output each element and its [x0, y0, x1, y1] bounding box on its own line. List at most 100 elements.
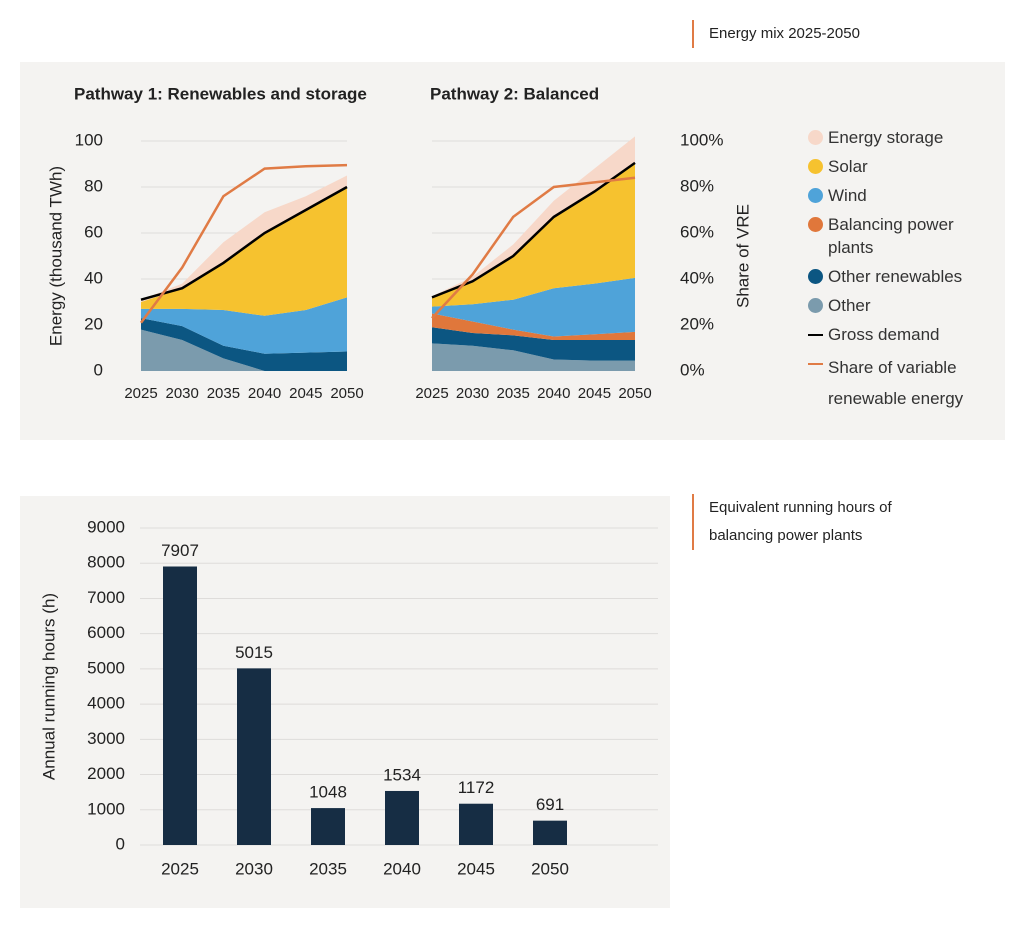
legend-item: Balancing power plants [802, 213, 993, 259]
x-tick-label: 2040 [248, 385, 281, 402]
y2-axis-label: Share of VRE [733, 204, 752, 308]
area [141, 187, 347, 316]
legend-marker [802, 352, 828, 375]
y-tick-label: 20 [84, 314, 103, 333]
x-tick-label: 2030 [456, 385, 489, 402]
legend-swatch [807, 298, 823, 313]
bar [311, 808, 345, 845]
legend-swatch [807, 130, 823, 145]
area [141, 318, 347, 371]
value-label: 1534 [383, 765, 421, 784]
value-label: 1172 [458, 778, 495, 797]
area [432, 327, 635, 361]
x-tick-label: 2035 [207, 385, 240, 402]
y-tick-label: 5000 [87, 658, 125, 677]
legend-marker [802, 294, 828, 317]
x-tick-label: 2035 [309, 859, 347, 878]
bar [533, 820, 567, 845]
y-tick-label: 80 [84, 176, 103, 195]
x-tick-label: 2035 [497, 385, 530, 402]
value-label: 5015 [235, 643, 273, 662]
x-tick-label: 2050 [330, 385, 363, 402]
y-tick-label: 2000 [87, 764, 125, 783]
legend-swatch [807, 159, 823, 174]
y2-tick-label: 80% [680, 176, 714, 195]
legend-swatch [807, 362, 823, 365]
legend-label: Gross demand [828, 325, 940, 344]
bar [237, 668, 271, 845]
area [141, 297, 347, 354]
x-tick-label: 2050 [531, 859, 569, 878]
y-tick-label: 0 [116, 834, 125, 853]
x-tick-label: 2050 [618, 385, 651, 402]
area [432, 343, 635, 371]
y-tick-label: 7000 [87, 588, 125, 607]
x-tick-label: 2030 [166, 385, 199, 402]
y-tick-label: 9000 [87, 517, 125, 536]
legend-label: Share of variable renewable energy [828, 358, 964, 408]
legend-swatch [807, 269, 823, 284]
x-tick-label: 2025 [415, 385, 448, 402]
legend-label: Other renewables [828, 267, 963, 286]
x-tick-label: 2025 [124, 385, 157, 402]
area [432, 164, 635, 307]
y-tick-label: 4000 [87, 694, 125, 713]
line [431, 176, 636, 319]
legend-swatch [807, 333, 823, 336]
legend-item: Wind [802, 184, 993, 207]
y-axis-label: Annual running hours (h) [39, 593, 58, 780]
panel-title: Pathway 2: Balanced [430, 84, 599, 103]
legend-item: Energy storage [802, 126, 993, 149]
y2-tick-label: 20% [680, 314, 714, 333]
legend-item: Solar [802, 155, 993, 178]
x-tick-label: 2045 [457, 859, 495, 878]
panel-title: Pathway 1: Renewables and storage [74, 84, 367, 103]
legend-label: Wind [828, 186, 867, 205]
legend-item: Gross demand [802, 323, 993, 346]
y-axis-label: Energy (thousand TWh) [46, 166, 65, 346]
legend-label: Solar [828, 157, 868, 176]
line [139, 163, 348, 324]
legend-item: Other [802, 294, 993, 317]
legend-marker [802, 265, 828, 288]
y-tick-label: 0 [94, 360, 103, 379]
area [432, 136, 635, 298]
y-tick-label: 40 [84, 268, 103, 287]
value-label: 1048 [309, 783, 347, 802]
y2-tick-label: 40% [680, 268, 714, 287]
legend-marker [802, 213, 828, 236]
x-tick-label: 2030 [235, 859, 273, 878]
y-tick-label: 1000 [87, 799, 125, 818]
legend-item: Other renewables [802, 265, 993, 288]
legend-marker [802, 323, 828, 346]
legend-swatch [807, 188, 823, 203]
legend-marker [802, 184, 828, 207]
line [140, 185, 348, 301]
x-tick-label: 2040 [383, 859, 421, 878]
legend: Energy storage Solar Wind Balancing power p… [802, 126, 993, 420]
x-tick-label: 2045 [289, 385, 322, 402]
y-tick-label: 100 [75, 130, 103, 149]
y-tick-label: 8000 [87, 553, 125, 572]
line [431, 161, 636, 299]
bar [385, 790, 419, 845]
y2-tick-label: 0% [680, 360, 705, 379]
x-tick-label: 2045 [578, 385, 611, 402]
y-tick-label: 3000 [87, 729, 125, 748]
value-label: 691 [536, 795, 564, 814]
y2-tick-label: 100% [680, 130, 723, 149]
heading: Equivalent running hours of balancing po… [692, 494, 939, 550]
area [432, 313, 635, 340]
legend-marker [802, 155, 828, 178]
value-label: 7907 [161, 541, 199, 560]
legend-item: Share of variable renewable energy [802, 352, 993, 414]
area [141, 175, 347, 302]
y-tick-label: 60 [84, 222, 103, 241]
x-tick-label: 2040 [537, 385, 570, 402]
x-tick-label: 2025 [161, 859, 199, 878]
legend-label: Other [828, 296, 871, 315]
heading: Energy mix 2025-2050 [692, 20, 860, 48]
legend-label: Balancing power plants [828, 215, 954, 257]
